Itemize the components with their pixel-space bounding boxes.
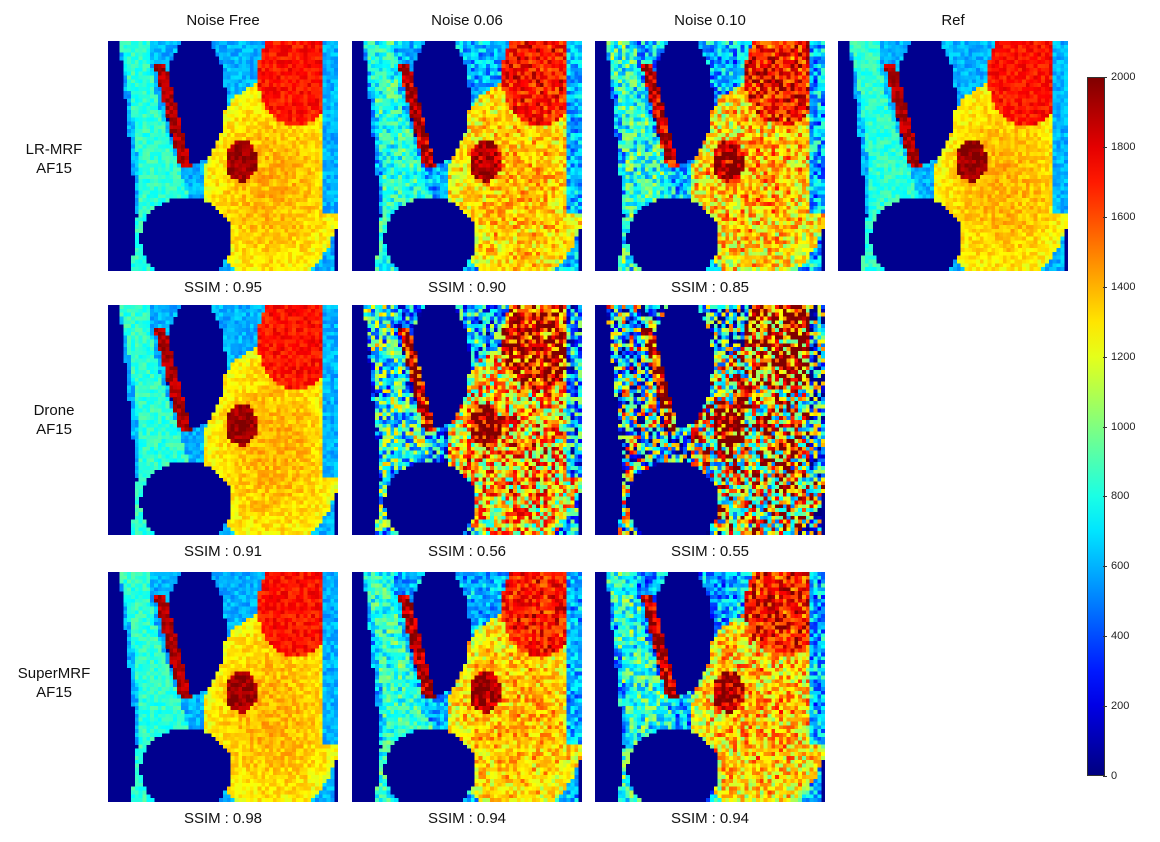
- ssim-label: SSIM: [671, 543, 708, 560]
- colorbar-tick-label: 1600: [1111, 211, 1135, 223]
- colorbar-tick-mark: [1103, 706, 1107, 708]
- ssim-caption: SSIM:0.55: [595, 543, 825, 560]
- ssim-value: 0.91: [233, 543, 262, 560]
- row-label-line2: AF15: [6, 683, 102, 702]
- t1-map-lr-mrf-noise-free: [108, 41, 338, 271]
- colorbar-tick-mark: [1103, 77, 1107, 78]
- ssim-caption: SSIM:0.94: [352, 810, 582, 827]
- ssim-caption: SSIM:0.94: [595, 810, 825, 827]
- colorbar-tick-mark: [1103, 356, 1107, 358]
- colorbar-tick-mark: [1103, 776, 1107, 777]
- column-title-ref: Ref: [838, 12, 1068, 29]
- colorbar-tick-label: 400: [1111, 630, 1129, 642]
- ssim-caption: SSIM:0.95: [108, 279, 338, 296]
- colorbar-tick-mark: [1103, 636, 1107, 638]
- t1-map-supermrf-noise-010: [595, 572, 825, 802]
- row-label-lr-mrf: LR-MRF AF15: [6, 140, 102, 178]
- ssim-caption: SSIM:0.98: [108, 810, 338, 827]
- ssim-value: 0.95: [233, 279, 262, 296]
- ssim-value: 0.55: [720, 543, 749, 560]
- ssim-label: SSIM: [428, 543, 465, 560]
- t1-map-supermrf-noise-free: [108, 572, 338, 802]
- colorbar-tick-label: 600: [1111, 560, 1129, 572]
- t1-map-drone-noise-006: [352, 305, 582, 535]
- t1-map-lr-mrf-noise-006: [352, 41, 582, 271]
- ssim-label: SSIM: [184, 543, 221, 560]
- column-title-noise-free: Noise Free: [108, 12, 338, 29]
- ssim-caption: SSIM:0.91: [108, 543, 338, 560]
- ssim-label: SSIM: [428, 810, 465, 827]
- ssim-caption: SSIM:0.85: [595, 279, 825, 296]
- ssim-value: 0.94: [477, 810, 506, 827]
- colorbar-tick-mark: [1103, 216, 1107, 218]
- colorbar-tick-label: 1000: [1111, 421, 1135, 433]
- ssim-value: 0.56: [477, 543, 506, 560]
- ssim-value: 0.85: [720, 279, 749, 296]
- ssim-label: SSIM: [184, 279, 221, 296]
- colorbar-tick-mark: [1103, 286, 1107, 288]
- t1-map-lr-mrf-noise-010: [595, 41, 825, 271]
- colorbar-tick-mark: [1103, 496, 1107, 498]
- ssim-value: 0.94: [720, 810, 749, 827]
- colorbar-tick-label: 200: [1111, 700, 1129, 712]
- ssim-value: 0.98: [233, 810, 262, 827]
- colorbar-tick-label: 1800: [1111, 141, 1135, 153]
- t1-map-supermrf-noise-006: [352, 572, 582, 802]
- ssim-label: SSIM: [184, 810, 221, 827]
- ssim-label: SSIM: [671, 810, 708, 827]
- column-title-noise-006: Noise 0.06: [352, 12, 582, 29]
- ssim-label: SSIM: [428, 279, 465, 296]
- row-label-line2: AF15: [6, 159, 102, 178]
- colorbar-tick-mark: [1103, 566, 1107, 568]
- ssim-caption: SSIM:0.56: [352, 543, 582, 560]
- colorbar-tick-label: 1400: [1111, 281, 1135, 293]
- colorbar-tick-mark: [1103, 426, 1107, 428]
- ssim-caption: SSIM:0.90: [352, 279, 582, 296]
- colorbar-tick-label: 2000: [1111, 71, 1135, 83]
- row-label-drone: Drone AF15: [6, 401, 102, 439]
- colorbar-tick-label: 1200: [1111, 351, 1135, 363]
- t1-map-reference: [838, 41, 1068, 271]
- colorbar-tick-label: 800: [1111, 490, 1129, 502]
- ssim-value: 0.90: [477, 279, 506, 296]
- row-label-line1: Drone: [6, 401, 102, 420]
- ssim-label: SSIM: [671, 279, 708, 296]
- column-title-noise-010: Noise 0.10: [595, 12, 825, 29]
- colorbar-tick-label: 0: [1111, 770, 1117, 782]
- t1-map-drone-noise-010: [595, 305, 825, 535]
- row-label-supermrf: SuperMRF AF15: [6, 664, 102, 702]
- row-label-line1: LR-MRF: [6, 140, 102, 159]
- colorbar-tick-mark: [1103, 146, 1107, 148]
- t1-map-drone-noise-free: [108, 305, 338, 535]
- row-label-line1: SuperMRF: [6, 664, 102, 683]
- row-label-line2: AF15: [6, 420, 102, 439]
